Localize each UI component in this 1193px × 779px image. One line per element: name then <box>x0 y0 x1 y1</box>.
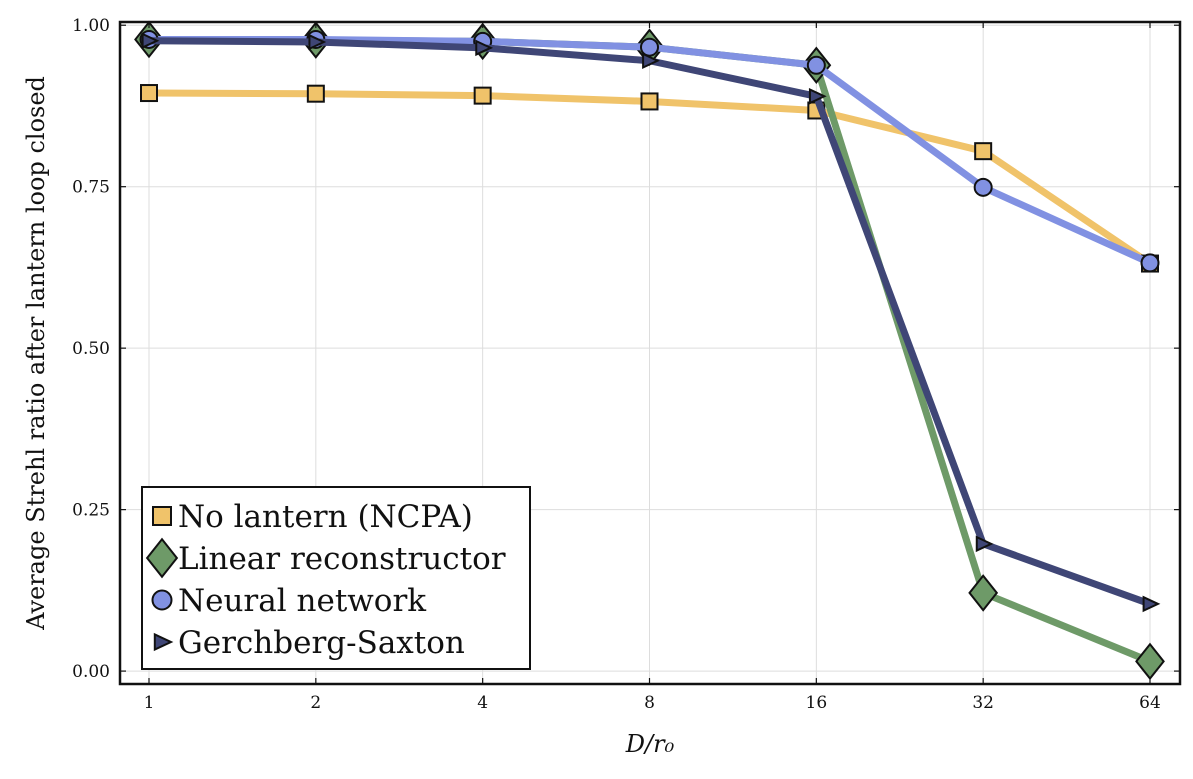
legend-marker <box>152 506 172 526</box>
legend-entry: Linear reconstructor <box>145 537 506 579</box>
x-tick-label: 4 <box>477 693 488 713</box>
x-tick-label: 16 <box>806 693 828 713</box>
data-point <box>141 32 160 50</box>
data-point <box>306 84 325 103</box>
series-gerchberg-saxton <box>141 32 1161 613</box>
data-point <box>974 142 993 161</box>
data-point <box>640 92 659 111</box>
x-tick-label: 8 <box>644 693 655 713</box>
legend-box <box>141 486 531 670</box>
x-tick-label: 32 <box>972 693 994 713</box>
y-tick-label: 0.50 <box>72 339 110 359</box>
data-point <box>475 39 494 57</box>
data-point <box>140 84 158 103</box>
data-point <box>1135 642 1165 681</box>
data-point <box>640 37 659 57</box>
data-point <box>808 87 827 105</box>
x-tick-label: 64 <box>1139 693 1161 713</box>
legend-label: Linear reconstructor <box>178 541 506 577</box>
legend: No lantern (NCPA) Linear reconstructor Neu… <box>141 486 531 670</box>
y-tick-label: 0.25 <box>72 501 110 521</box>
data-point <box>1142 595 1161 613</box>
legend-label: Gerchberg-Saxton <box>178 625 465 661</box>
x-axis-label: D/r₀ <box>625 730 675 758</box>
series-layer <box>134 20 1165 681</box>
y-tick-label: 0.00 <box>72 662 110 682</box>
data-point <box>1140 253 1160 273</box>
x-tick-label: 1 <box>144 693 155 713</box>
data-point <box>968 574 999 612</box>
y-tick-label: 0.75 <box>72 178 110 198</box>
legend-entry: Gerchberg-Saxton <box>153 625 465 661</box>
series-no-lantern-ncpa <box>140 84 1159 273</box>
legend-entry: Neural network <box>151 583 426 619</box>
grid <box>120 22 1180 684</box>
data-point <box>806 55 826 75</box>
legend-entries: No lantern (NCPA) Linear reconstructor Neu… <box>145 499 506 661</box>
axis-ticks: 1 2 4 8 16 32 64 0.00 0.25 0.50 0.75 1.00 <box>72 16 1180 713</box>
data-point <box>473 86 492 105</box>
y-axis-label: Average Strehl ratio after lantern loop … <box>22 76 50 631</box>
legend-label: Neural network <box>178 583 426 619</box>
legend-marker <box>145 537 179 579</box>
data-point <box>975 535 994 553</box>
legend-marker <box>153 632 174 652</box>
data-point <box>973 177 993 197</box>
legend-marker <box>151 589 173 611</box>
data-point <box>642 52 660 70</box>
legend-label: No lantern (NCPA) <box>178 499 473 535</box>
legend-entry: No lantern (NCPA) <box>152 499 473 535</box>
data-point <box>308 33 327 51</box>
y-tick-label: 1.00 <box>72 16 110 36</box>
x-tick-label: 2 <box>310 693 321 713</box>
